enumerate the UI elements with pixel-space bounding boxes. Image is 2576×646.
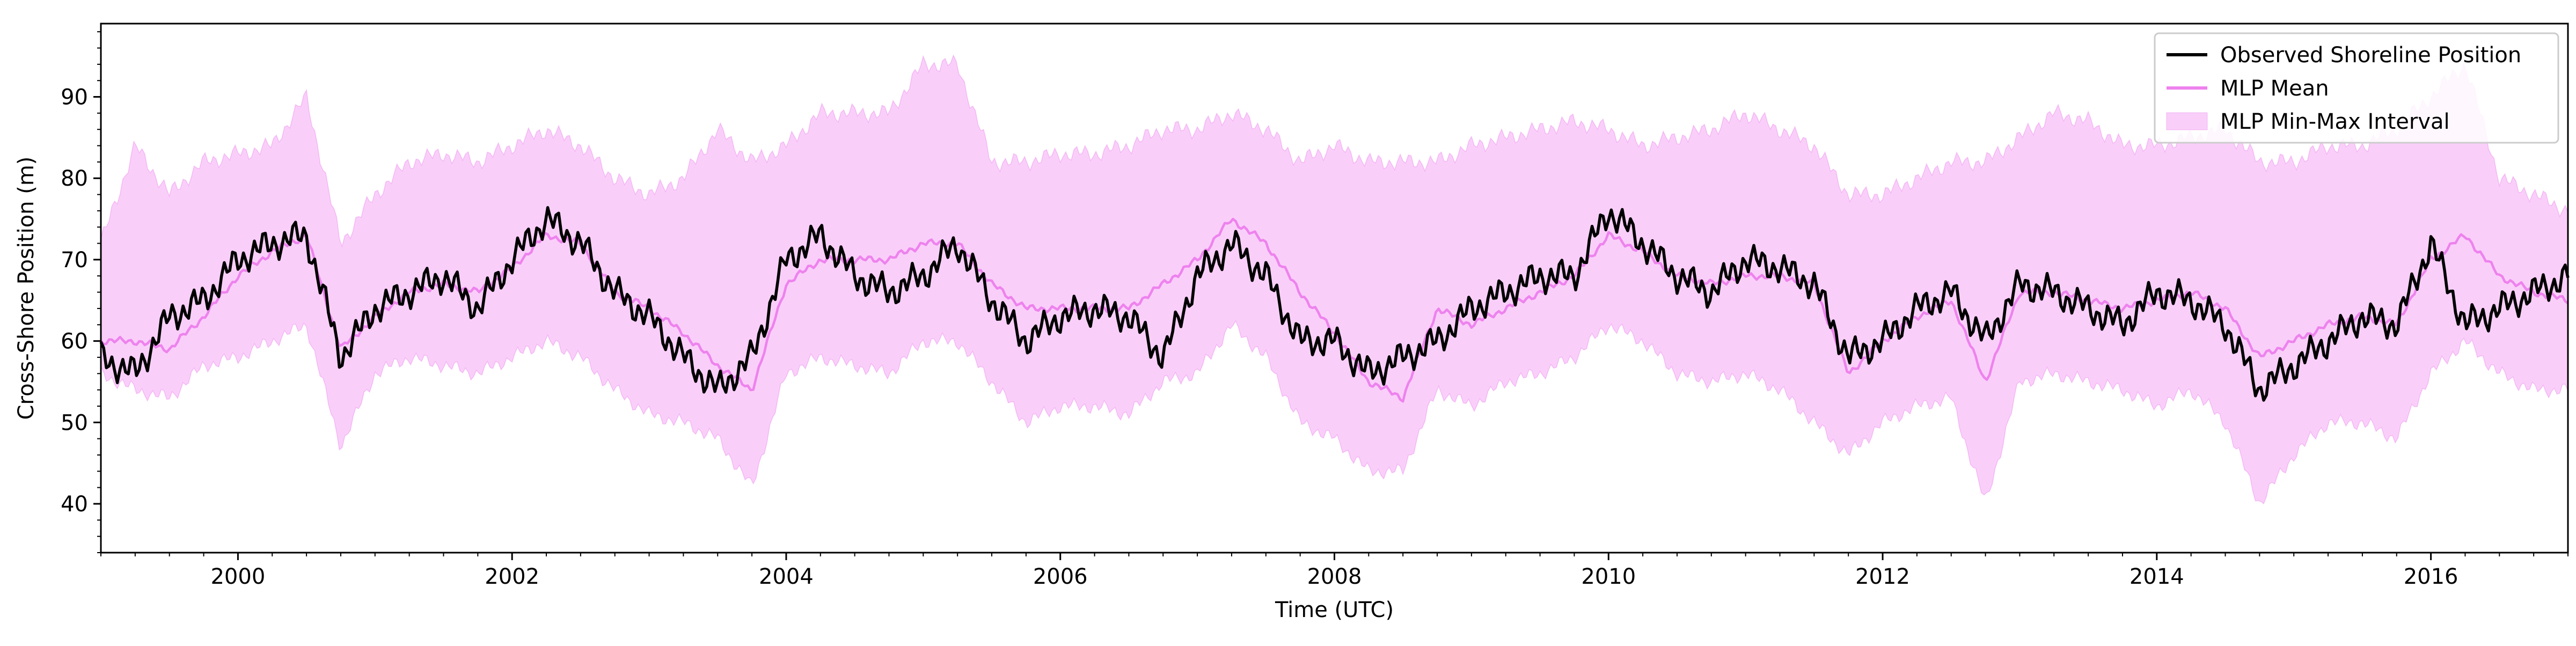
y-tick-label: 50 — [61, 410, 88, 435]
legend-label-mlp-mean: MLP Mean — [2220, 76, 2329, 101]
observed-shoreline-line — [99, 206, 2570, 402]
x-tick-label: 2006 — [1033, 564, 1088, 589]
x-axis: 2000 2002 2004 2006 2008 2010 2012 2014 2016 — [100, 553, 2568, 589]
legend-label-observed: Observed Shoreline Position — [2220, 43, 2521, 68]
legend-label-mlp-interval: MLP Min-Max Interval — [2220, 109, 2450, 134]
y-tick-label: 40 — [61, 492, 88, 517]
x-tick-label: 2016 — [2404, 564, 2458, 589]
x-tick-label: 2008 — [1307, 564, 1362, 589]
legend-box — [2154, 32, 2559, 144]
legend: Observed Shoreline Position MLP Mean MLP… — [2154, 32, 2559, 144]
y-axis-label: Cross-Shore Position (m) — [14, 157, 39, 420]
y-tick-label: 70 — [61, 248, 88, 273]
x-tick-label: 2002 — [485, 564, 539, 589]
legend-swatch-mlp-interval — [2166, 112, 2208, 130]
y-axis: 40 50 60 70 80 90 — [61, 31, 101, 553]
x-tick-label: 2000 — [210, 564, 265, 589]
x-axis-label: Time (UTC) — [1275, 598, 1394, 622]
y-tick-label: 60 — [61, 329, 88, 354]
x-tick-label: 2012 — [1855, 564, 1910, 589]
x-tick-label: 2010 — [1581, 564, 1636, 589]
y-tick-label: 80 — [61, 166, 88, 191]
x-tick-label: 2014 — [2129, 564, 2184, 589]
x-tick-label: 2004 — [759, 564, 814, 589]
y-tick-label: 90 — [61, 85, 88, 110]
series-layer — [99, 206, 2570, 403]
